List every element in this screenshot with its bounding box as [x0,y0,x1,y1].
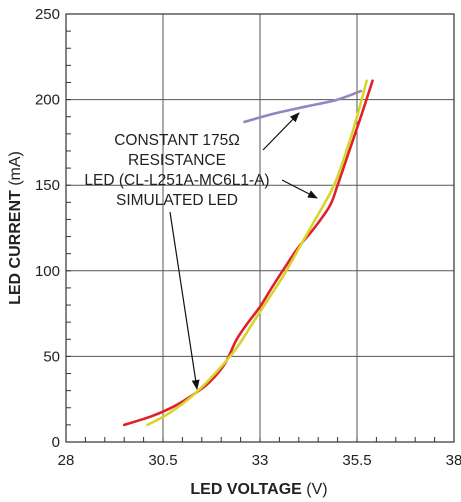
x-tick-label: 33 [252,452,269,469]
y-tick-label: 100 [35,263,60,280]
y-tick-label: 250 [35,6,60,23]
y-tick-label: 200 [35,92,60,109]
y-tick-labels: 0 50 100 150 200 250 [35,6,60,451]
x-tick-label: 28 [58,452,75,469]
x-tick-label: 35.5 [342,452,371,469]
x-axis-title: LED VOLTAGE (V) [190,481,327,498]
annotation-constant-resistance: CONSTANT 175Ω [114,132,240,149]
series-layer [122,79,374,427]
annotation-resistance: RESISTANCE [128,152,226,169]
y-axis-title: LED CURRENT (mA) [7,151,24,305]
y-tick-label: 50 [43,348,60,365]
grid [65,13,455,443]
plot-frame [65,13,455,443]
x-tick-labels: 28 30.5 33 35.5 38 [58,452,461,469]
annotation-simulated-led: SIMULATED LED [116,192,238,209]
y-tick-label: 0 [52,434,60,451]
annotation-led-part: LED (CL-L251A-MC6L1-A) [84,172,269,189]
x-tick-label: 30.5 [148,452,177,469]
arrow-to-resistance-line [262,112,300,151]
arrow-to-led-curve [281,179,318,199]
x-tick-label: 38 [446,452,461,469]
series-simulated-led-curve [146,79,368,427]
y-tick-label: 150 [35,177,60,194]
arrow-to-simulated-led [169,211,200,390]
series-resistance-line [243,89,363,124]
